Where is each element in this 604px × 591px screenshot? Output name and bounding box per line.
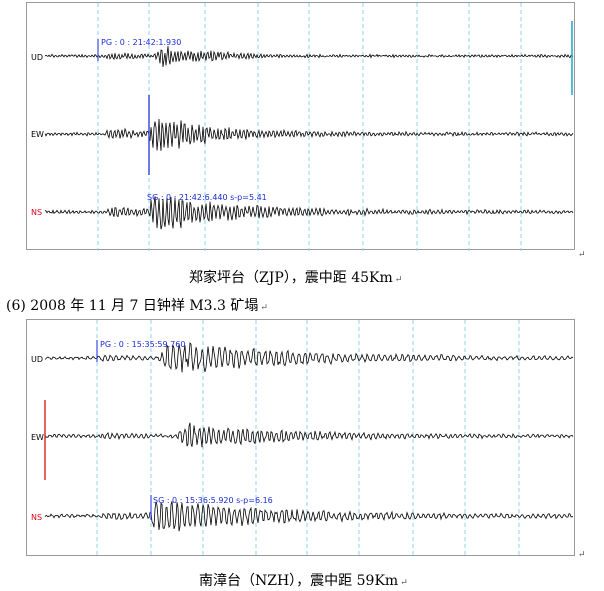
return-mark: ↵ [400, 578, 408, 588]
channel-label-ew: EW [31, 433, 44, 442]
caption-nzh-text: 南漳台（NZH），震中距 59Km [199, 573, 399, 589]
return-mark: ↵ [394, 275, 403, 285]
seismogram-zjp: UD EW NS PG : 0 : 21:42:1.930 SG : 0 : 2… [31, 3, 574, 251]
seismogram-nzh: UD EW NS PG : 0 : 15:35:59.760 SG : 0 : … [31, 320, 574, 557]
event-heading-text: (6) 2008 年 11 月 7 日钟祥 M3.3 矿塌 [6, 298, 259, 314]
trace-ns [44, 196, 574, 230]
return-mark: ↵ [578, 250, 586, 260]
waveform-traces [44, 46, 574, 230]
waveform-traces [44, 342, 574, 532]
return-mark: ↵ [578, 550, 586, 560]
caption-zjp-text: 郑家坪台（ZJP），震中距 45Km [189, 270, 393, 286]
trace-ns [44, 501, 574, 532]
sg-pick-label: SG : 0 : 15:36:5.920 s-p=6.16 [153, 496, 273, 505]
trace-ew [44, 422, 574, 448]
trace-ew [44, 119, 574, 151]
channel-label-ns: NS [31, 208, 42, 217]
seismogram-panel-zjp: UD EW NS PG : 0 : 21:42:1.930 SG : 0 : 2… [26, 2, 575, 251]
trace-ud [44, 342, 574, 373]
channel-label-ud: UD [31, 355, 43, 364]
channel-label-ud: UD [31, 53, 43, 62]
channel-label-ew: EW [31, 130, 44, 139]
pg-pick-label: PG : 0 : 15:35:59.760 [100, 340, 185, 349]
caption-nzh: 南漳台（NZH），震中距 59Km ↵ [199, 570, 408, 590]
return-mark: ↵ [260, 303, 268, 313]
pg-pick-label: PG : 0 : 21:42:1.930 [101, 38, 181, 47]
channel-label-ns: NS [31, 513, 42, 522]
seismogram-panel-nzh: UD EW NS PG : 0 : 15:35:59.760 SG : 0 : … [26, 319, 575, 557]
event-heading: (6) 2008 年 11 月 7 日钟祥 M3.3 矿塌 ↵ [6, 295, 268, 315]
sg-pick-label: SG : 0 : 21:42:6.440 s-p=5.41 [147, 193, 267, 202]
caption-zjp: 郑家坪台（ZJP），震中距 45Km ↵ [189, 267, 402, 287]
trace-ud [44, 46, 574, 68]
